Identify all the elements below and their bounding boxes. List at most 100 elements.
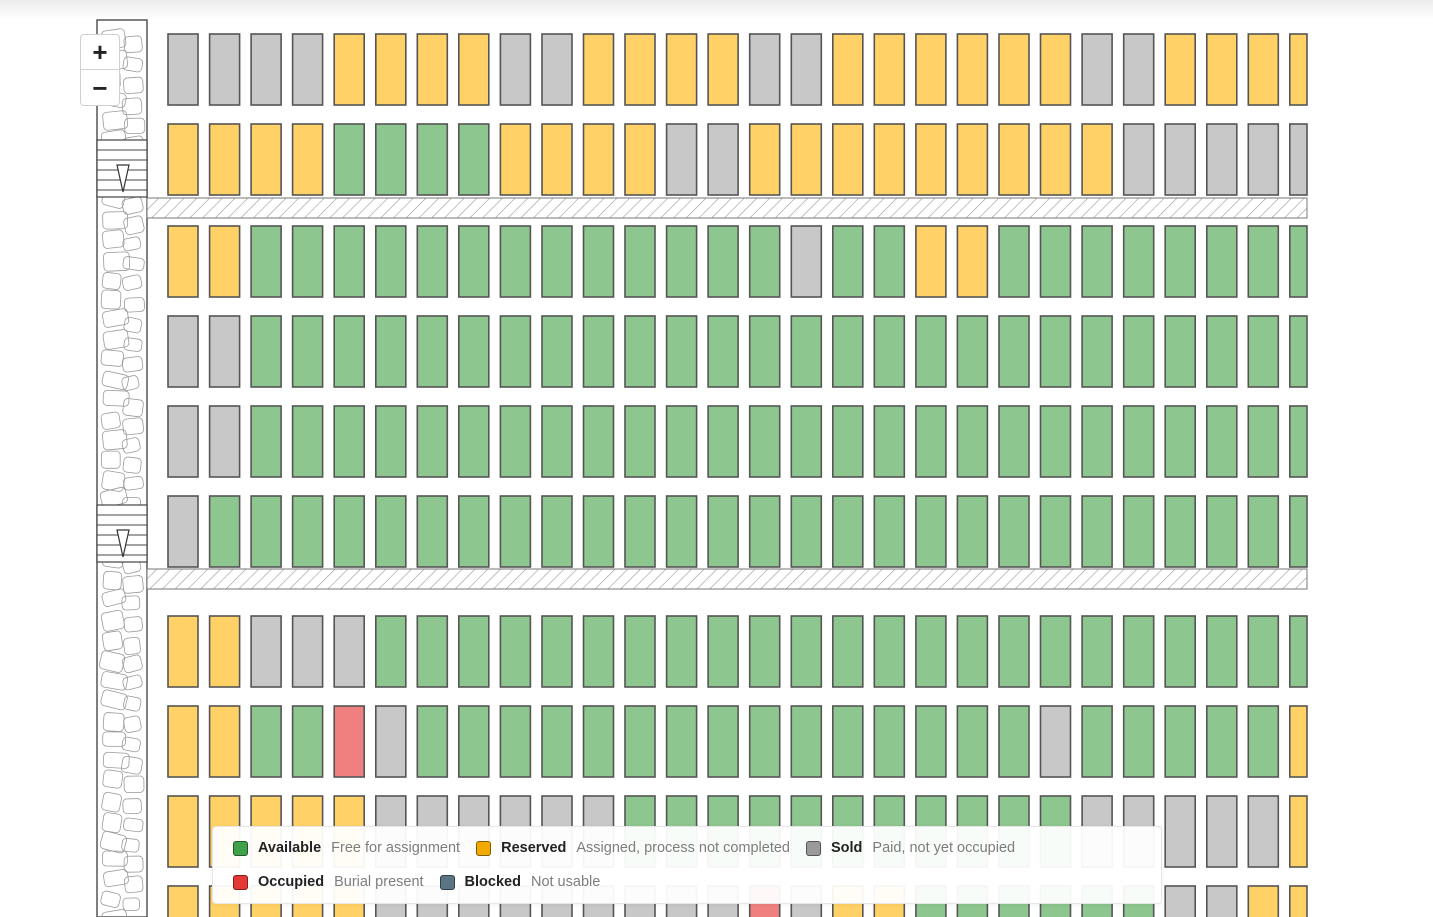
grave-plot-sold[interactable] <box>333 615 366 688</box>
grave-plot-available[interactable] <box>1247 705 1280 778</box>
grave-plot-sold[interactable] <box>1247 795 1280 868</box>
grave-plot-available[interactable] <box>956 405 989 478</box>
grave-plot-occupied[interactable] <box>333 705 366 778</box>
grave-plot-available[interactable] <box>1206 615 1238 688</box>
grave-plot-available[interactable] <box>416 705 449 778</box>
grave-plot-available[interactable] <box>333 123 366 196</box>
grave-plot-available[interactable] <box>541 405 573 478</box>
grave-plot-available[interactable] <box>457 495 490 568</box>
grave-plot-available[interactable] <box>291 495 324 568</box>
grave-plot-available[interactable] <box>291 405 324 478</box>
grave-plot-available[interactable] <box>790 615 823 688</box>
grave-plot-reserved[interactable] <box>1164 33 1196 106</box>
grave-plot-sold[interactable] <box>1206 123 1238 196</box>
grave-plot-reserved[interactable] <box>707 33 739 106</box>
grave-plot-available[interactable] <box>1039 495 1072 568</box>
grave-plot-available[interactable] <box>582 495 615 568</box>
grave-plot-available[interactable] <box>748 315 781 388</box>
grave-plot-available[interactable] <box>624 315 656 388</box>
grave-plot-sold[interactable] <box>1164 885 1196 917</box>
grave-plot-available[interactable] <box>582 405 615 478</box>
grave-plot-available[interactable] <box>457 315 490 388</box>
grave-plot-reserved[interactable] <box>1081 123 1113 196</box>
grave-plot-available[interactable] <box>1039 405 1072 478</box>
grave-plot-reserved[interactable] <box>1247 885 1280 917</box>
grave-plot-reserved[interactable] <box>665 33 698 106</box>
grave-plot-available[interactable] <box>624 405 656 478</box>
grave-plot-available[interactable] <box>665 315 698 388</box>
grave-plot-available[interactable] <box>416 615 449 688</box>
grave-plot-available[interactable] <box>416 315 449 388</box>
grave-plot-reserved[interactable] <box>831 123 864 196</box>
grave-plot-available[interactable] <box>873 225 906 298</box>
grave-plot-available[interactable] <box>208 495 241 568</box>
grave-plot-sold[interactable] <box>707 123 739 196</box>
grave-plot-reserved[interactable] <box>956 33 989 106</box>
grave-plot-available[interactable] <box>541 705 573 778</box>
grave-plot-available[interactable] <box>582 315 615 388</box>
grave-plot-available[interactable] <box>291 315 324 388</box>
grave-plot-sold[interactable] <box>665 123 698 196</box>
grave-plot-available[interactable] <box>1164 495 1196 568</box>
grave-plot-available[interactable] <box>1289 615 1308 688</box>
grave-plot-reserved[interactable] <box>416 33 449 106</box>
grave-plot-reserved[interactable] <box>333 33 366 106</box>
grave-plot-available[interactable] <box>1289 225 1308 298</box>
grave-plot-available[interactable] <box>873 615 906 688</box>
grave-plot-reserved[interactable] <box>790 123 823 196</box>
grave-plot-available[interactable] <box>831 315 864 388</box>
grave-plot-reserved[interactable] <box>873 123 906 196</box>
grave-plot-available[interactable] <box>707 705 739 778</box>
grave-plot-available[interactable] <box>915 615 947 688</box>
grave-plot-available[interactable] <box>665 405 698 478</box>
grave-plot-sold[interactable] <box>208 33 241 106</box>
grave-plot-available[interactable] <box>457 705 490 778</box>
grave-plot-available[interactable] <box>457 123 490 196</box>
grave-plot-reserved[interactable] <box>915 123 947 196</box>
grave-plot-sold[interactable] <box>1289 123 1308 196</box>
grave-plot-available[interactable] <box>416 123 449 196</box>
grave-plot-available[interactable] <box>1289 495 1308 568</box>
grave-plot-reserved[interactable] <box>1206 33 1238 106</box>
grave-plot-available[interactable] <box>1081 405 1113 478</box>
grave-plot-reserved[interactable] <box>499 123 532 196</box>
grave-plot-reserved[interactable] <box>873 33 906 106</box>
grave-plot-reserved[interactable] <box>167 225 199 298</box>
zoom-out-button[interactable]: − <box>80 70 120 106</box>
grave-plot-available[interactable] <box>998 705 1030 778</box>
grave-plot-sold[interactable] <box>790 33 823 106</box>
grave-plot-available[interactable] <box>374 123 407 196</box>
grave-plot-available[interactable] <box>1122 495 1155 568</box>
grave-plot-sold[interactable] <box>1122 33 1155 106</box>
grave-plot-reserved[interactable] <box>831 33 864 106</box>
grave-plot-sold[interactable] <box>1164 123 1196 196</box>
grave-plot-available[interactable] <box>665 225 698 298</box>
grave-plot-reserved[interactable] <box>208 615 241 688</box>
grave-plot-available[interactable] <box>998 225 1030 298</box>
grave-plot-sold[interactable] <box>208 315 241 388</box>
grave-plot-available[interactable] <box>1289 405 1308 478</box>
grave-plot-available[interactable] <box>998 315 1030 388</box>
grave-plot-available[interactable] <box>748 405 781 478</box>
grave-plot-available[interactable] <box>457 225 490 298</box>
grave-plot-available[interactable] <box>333 315 366 388</box>
grave-plot-reserved[interactable] <box>167 885 199 917</box>
grave-plot-available[interactable] <box>541 315 573 388</box>
grave-plot-available[interactable] <box>457 615 490 688</box>
grave-plot-available[interactable] <box>998 615 1030 688</box>
grave-plot-reserved[interactable] <box>1039 123 1072 196</box>
grave-plot-available[interactable] <box>873 405 906 478</box>
grave-plot-available[interactable] <box>1164 705 1196 778</box>
grave-plot-available[interactable] <box>748 705 781 778</box>
grave-plot-available[interactable] <box>790 405 823 478</box>
grave-plot-available[interactable] <box>1164 315 1196 388</box>
grave-plot-available[interactable] <box>250 315 282 388</box>
grave-plot-available[interactable] <box>1122 225 1155 298</box>
grave-plot-available[interactable] <box>624 495 656 568</box>
grave-plot-reserved[interactable] <box>582 33 615 106</box>
grave-plot-reserved[interactable] <box>582 123 615 196</box>
grave-plot-reserved[interactable] <box>208 705 241 778</box>
grave-plot-available[interactable] <box>1206 495 1238 568</box>
grave-plot-available[interactable] <box>707 225 739 298</box>
grave-plot-available[interactable] <box>1122 315 1155 388</box>
